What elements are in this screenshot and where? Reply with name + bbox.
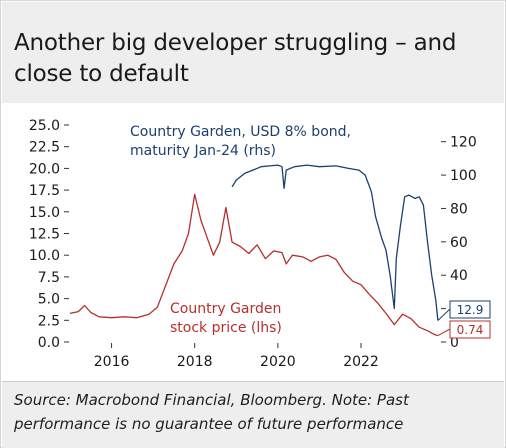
chart-area: 25.0 22.5 20.0 17.5 15.0 12.5 10.0 7.5 5.0 2.5 0.0… xyxy=(2,103,504,381)
right-axis-tick-label: 120 xyxy=(450,135,477,151)
bond-price-line xyxy=(231,164,439,321)
stock-end-value-box xyxy=(449,320,491,339)
left-axis-tick-label: 5.0 xyxy=(38,292,60,308)
right-axis-tick-label: 80 xyxy=(450,201,468,217)
left-axis-tick-label: 22.5 xyxy=(29,140,60,156)
bond-end-value-box xyxy=(449,300,491,319)
bond-end-value-value: 12.9 xyxy=(457,303,484,317)
title-panel: Another big developer struggling – and c… xyxy=(2,2,504,103)
left-axis-tick-label: 7.5 xyxy=(38,270,60,286)
stock-series-label-line-2: stock price (lhs) xyxy=(170,320,282,336)
x-axis-tick-label: 2020 xyxy=(260,354,296,370)
x-axis-tick-label: 2018 xyxy=(177,354,213,370)
left-axis-tick-label: 15.0 xyxy=(29,205,60,221)
chart-svg: 25.0 22.5 20.0 17.5 15.0 12.5 10.0 7.5 5.0 2.5 0.0… xyxy=(29,118,491,370)
left-axis-tick-label: 2.5 xyxy=(38,313,60,329)
right-axis-tick-label: 100 xyxy=(450,168,477,184)
source-panel: Source: Macrobond Financial, Bloomberg. … xyxy=(2,381,504,448)
stock-series-label-line-1: Country Garden xyxy=(170,301,281,317)
bond-end-value-leader xyxy=(437,308,451,321)
x-axis-tick-label: 2016 xyxy=(94,354,130,370)
left-axis-tick-label: 12.5 xyxy=(29,227,60,243)
left-axis-tick-label: 10.0 xyxy=(29,248,60,264)
left-axis-tick-label: 0.0 xyxy=(38,335,60,351)
stock-end-value-leader xyxy=(437,328,451,337)
right-axis-tick-label: 0 xyxy=(450,335,459,351)
bond-series-label-line-1: Country Garden, USD 8% bond, xyxy=(130,124,351,140)
stock-end-value-value: 0.74 xyxy=(457,323,484,337)
x-axis-tick-label: 2022 xyxy=(343,354,379,370)
bond-series-label-line-2: maturity Jan-24 (rhs) xyxy=(130,143,276,159)
right-axis-tick-label: 40 xyxy=(450,268,468,284)
left-axis-tick-label: 17.5 xyxy=(29,183,60,199)
source-note: Source: Macrobond Financial, Bloomberg. … xyxy=(14,391,409,433)
stock-price-line xyxy=(69,193,439,337)
left-axis-tick-label: 20.0 xyxy=(29,161,60,177)
chart-title: Another big developer struggling – and c… xyxy=(14,30,457,87)
left-axis-tick-label: 25.0 xyxy=(29,118,60,134)
right-axis-tick-label: 60 xyxy=(450,235,468,251)
